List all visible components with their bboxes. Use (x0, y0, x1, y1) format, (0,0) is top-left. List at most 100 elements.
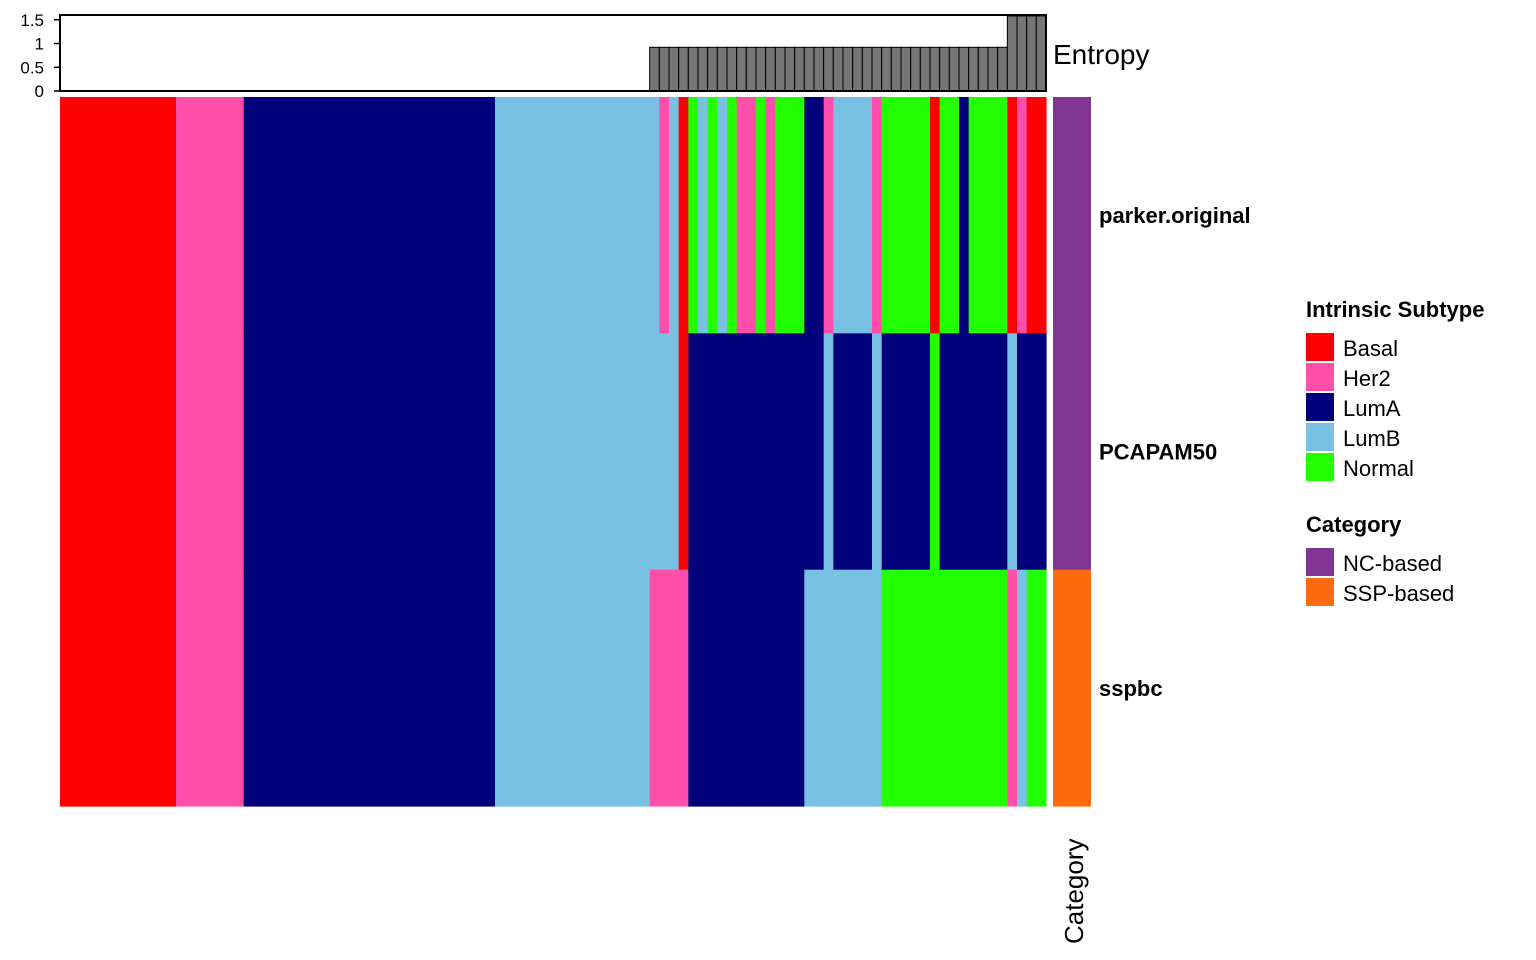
heatmap-cell-pcapam50-4 (649, 333, 660, 571)
heatmap-cell-sspbc-3 (495, 569, 651, 807)
entropy-annotation-panel: 0 0.5 1 1.5 Entropy (20, 11, 1149, 101)
heatmap-cell-parker-original-14 (756, 97, 767, 334)
heatmap-cell-sspbc-14 (756, 569, 767, 807)
heatmap-cell-sspbc-9 (698, 569, 709, 807)
heatmap-cell-parker-original-25 (959, 97, 970, 334)
legends: Intrinsic Subtype Basal Her2 LumA LumB Normal… (1306, 297, 1484, 606)
legend-label-nc-based: NC-based (1343, 551, 1442, 576)
category-cell-parker-original (1053, 97, 1091, 334)
heatmap-cell-parker-original-6 (669, 97, 680, 334)
entropy-bar (745, 46, 757, 92)
category-annotation-strip (1053, 97, 1091, 807)
heatmap-cell-sspbc-16 (775, 569, 805, 807)
heatmap-cell-pcapam50-21 (881, 333, 892, 571)
heatmap-cell-sspbc-20 (872, 569, 883, 807)
entropy-bar (716, 46, 728, 92)
entropy-title: Entropy (1053, 39, 1150, 70)
heatmap-cell-pcapam50-28 (1017, 333, 1028, 571)
heatmap-cell-parker-original-13 (736, 97, 757, 334)
entropy-y-axis: 0 0.5 1 1.5 (20, 11, 60, 101)
heatmap-cell-sspbc-10 (707, 569, 718, 807)
heatmap-cell-pcapam50-25 (959, 333, 970, 571)
entropy-bars (649, 15, 1047, 92)
heatmap-cell-pcapam50-20 (872, 333, 883, 571)
entropy-bar (668, 46, 680, 92)
entropy-bar (687, 46, 699, 92)
entropy-tick-label: 1.5 (20, 11, 44, 30)
entropy-bar (910, 46, 921, 92)
heatmap-cell-pcapam50-8 (688, 333, 699, 571)
heatmap-body (60, 97, 1047, 807)
legend-label-luma: LumA (1343, 396, 1401, 421)
heatmap-cell-sspbc-11 (717, 569, 728, 807)
heatmap-cell-pcapam50-14 (756, 333, 767, 571)
heatmap-cell-pcapam50-29 (1026, 333, 1047, 571)
legend-label-basal: Basal (1343, 336, 1398, 361)
entropy-bar (736, 46, 747, 92)
entropy-bar (852, 46, 863, 92)
heatmap-cell-pcapam50-24 (939, 333, 960, 571)
heatmap-cell-parker-original-24 (939, 97, 960, 334)
entropy-bar (919, 46, 931, 92)
heatmap-cell-pcapam50-23 (930, 333, 941, 571)
category-cell-pcapam50 (1053, 333, 1091, 571)
entropy-bar (958, 46, 970, 92)
heatmap-cell-pcapam50-9 (698, 333, 709, 571)
row-labels: parker.original PCAPAM50 sspbc (1099, 203, 1251, 701)
entropy-bar (1006, 15, 1018, 92)
heatmap-cell-parker-original-18 (823, 97, 834, 334)
heatmap-cell-sspbc-5 (659, 569, 670, 807)
entropy-bar (968, 46, 979, 92)
heatmap-cell-parker-original-4 (649, 97, 660, 334)
legend-label-ssp-based: SSP-based (1343, 581, 1454, 606)
heatmap-cell-sspbc-12 (727, 569, 738, 807)
heatmap-cell-sspbc-24 (939, 569, 960, 807)
heatmap-cell-pcapam50-2 (243, 333, 496, 571)
heatmap-cell-sspbc-8 (688, 569, 699, 807)
entropy-bar (948, 46, 960, 92)
heatmap-cell-sspbc-27 (1007, 569, 1018, 807)
entropy-bar (697, 46, 709, 92)
entropy-bar (823, 46, 834, 92)
entropy-bar (784, 46, 796, 92)
entropy-panel-frame (59, 14, 1047, 92)
heatmap-cell-parker-original-22 (891, 97, 931, 334)
heatmap-cell-sspbc-4 (649, 569, 660, 807)
heatmap-cell-parker-original-28 (1017, 97, 1028, 334)
legend-swatch-normal (1306, 453, 1334, 481)
category-cell-sspbc (1053, 569, 1091, 807)
heatmap-cell-parker-original-11 (717, 97, 728, 334)
heatmap-cell-pcapam50-13 (736, 333, 757, 571)
heatmap-cell-sspbc-29 (1026, 569, 1047, 807)
heatmap-cell-sspbc-2 (243, 569, 496, 807)
heatmap-cell-parker-original-16 (775, 97, 805, 334)
legend-label-lumb: LumB (1343, 426, 1400, 451)
heatmap-cell-pcapam50-10 (707, 333, 718, 571)
legend-label-her2: Her2 (1343, 366, 1391, 391)
heatmap-cell-sspbc-23 (930, 569, 941, 807)
entropy-bar (726, 46, 738, 92)
heatmap-cell-sspbc-15 (765, 569, 776, 807)
heatmap-cell-pcapam50-15 (765, 333, 776, 571)
heatmap-cell-parker-original-29 (1026, 97, 1047, 334)
heatmap-cell-parker-original-15 (765, 97, 776, 334)
entropy-bar (658, 46, 670, 92)
heatmap-cell-pcapam50-5 (659, 333, 670, 571)
row-label-sspbc: sspbc (1099, 676, 1163, 701)
heatmap-cell-parker-original-3 (495, 97, 651, 334)
entropy-bar (871, 46, 883, 92)
entropy-bar (861, 46, 873, 92)
entropy-bar (890, 46, 902, 92)
heatmap-cell-parker-original-2 (243, 97, 496, 334)
heatmap-cell-sspbc-22 (891, 569, 931, 807)
legend-label-normal: Normal (1343, 456, 1414, 481)
legend-swatch-lumb (1306, 423, 1334, 451)
heatmap-cell-pcapam50-1 (176, 333, 245, 571)
heatmap-cell-sspbc-6 (669, 569, 680, 807)
heatmap-cell-parker-original-1 (176, 97, 245, 334)
category-axis-label: Category (1059, 839, 1089, 945)
heatmap-cell-sspbc-28 (1017, 569, 1028, 807)
entropy-bar (832, 46, 844, 92)
entropy-tick-label: 0 (35, 82, 44, 101)
entropy-bar (707, 46, 718, 92)
